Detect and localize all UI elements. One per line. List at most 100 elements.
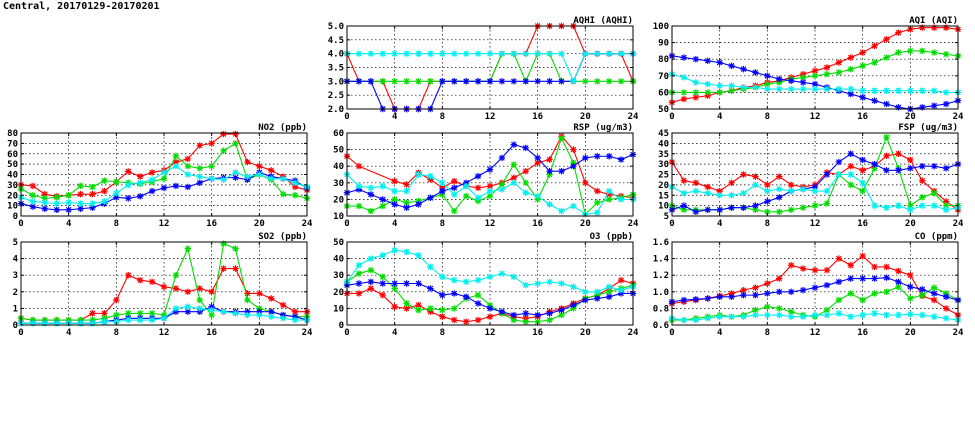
data-point bbox=[486, 78, 494, 85]
data-point bbox=[244, 173, 251, 180]
data-point bbox=[367, 50, 375, 57]
data-point bbox=[29, 198, 37, 205]
data-point bbox=[799, 70, 807, 78]
data-point bbox=[367, 255, 375, 262]
data-point bbox=[244, 308, 251, 315]
data-point bbox=[942, 51, 950, 58]
data-point bbox=[787, 262, 795, 269]
data-point bbox=[942, 202, 950, 209]
data-point bbox=[823, 70, 831, 78]
data-point bbox=[136, 276, 144, 284]
data-point bbox=[728, 87, 735, 94]
data-point bbox=[835, 296, 843, 304]
data-point bbox=[415, 171, 422, 178]
data-point bbox=[811, 85, 819, 93]
data-point bbox=[172, 305, 180, 312]
data-point bbox=[883, 288, 890, 295]
data-point bbox=[244, 158, 251, 166]
data-point bbox=[113, 194, 120, 201]
data-point bbox=[220, 240, 227, 247]
data-point bbox=[451, 290, 458, 297]
data-point bbox=[859, 94, 866, 101]
data-point bbox=[498, 270, 506, 277]
data-point bbox=[403, 50, 410, 57]
x-tick-label: 8 bbox=[765, 328, 770, 338]
data-point bbox=[379, 202, 386, 210]
data-point bbox=[451, 78, 458, 85]
data-point bbox=[268, 167, 275, 174]
data-point bbox=[148, 176, 156, 183]
data-point bbox=[787, 77, 795, 84]
data-point bbox=[172, 163, 180, 170]
x-tick-label: 0 bbox=[18, 219, 23, 229]
data-point bbox=[391, 247, 398, 254]
x-tick-label: 8 bbox=[765, 219, 770, 229]
data-point bbox=[835, 59, 843, 66]
x-tick-label: 24 bbox=[302, 219, 313, 229]
data-point bbox=[160, 184, 168, 192]
data-point bbox=[403, 305, 410, 312]
y-tick-label: 45 bbox=[658, 129, 669, 139]
data-point bbox=[871, 310, 878, 317]
data-point bbox=[799, 74, 807, 81]
data-point bbox=[811, 187, 819, 195]
data-point bbox=[776, 311, 783, 319]
data-point bbox=[617, 78, 625, 85]
data-point bbox=[764, 181, 771, 189]
data-point bbox=[692, 179, 700, 186]
data-point bbox=[462, 192, 470, 200]
data-point bbox=[871, 87, 878, 94]
data-point bbox=[89, 191, 96, 198]
data-point bbox=[65, 316, 72, 324]
data-point bbox=[594, 291, 601, 299]
data-point bbox=[811, 267, 819, 274]
data-point bbox=[907, 295, 914, 302]
data-point bbox=[403, 248, 410, 256]
data-point bbox=[220, 176, 227, 183]
data-point bbox=[605, 78, 613, 85]
data-point bbox=[77, 320, 84, 327]
data-point bbox=[474, 316, 482, 324]
data-point bbox=[113, 178, 120, 185]
data-point bbox=[53, 200, 60, 207]
data-point bbox=[196, 173, 203, 180]
y-tick-label: 0.6 bbox=[653, 321, 669, 331]
data-point bbox=[355, 182, 363, 190]
series-green bbox=[668, 47, 962, 96]
x-tick-label: 24 bbox=[302, 328, 313, 338]
data-point bbox=[823, 64, 831, 71]
data-point bbox=[451, 316, 458, 324]
data-point bbox=[244, 296, 251, 304]
data-point bbox=[919, 177, 926, 184]
data-point bbox=[835, 278, 843, 286]
data-point bbox=[498, 308, 506, 315]
data-point bbox=[859, 296, 866, 304]
data-point bbox=[883, 36, 890, 43]
x-tick-label: 12 bbox=[810, 219, 821, 229]
data-point bbox=[776, 173, 783, 180]
data-point bbox=[65, 192, 72, 199]
y-tick-label: 80 bbox=[658, 55, 669, 65]
data-point bbox=[101, 177, 108, 184]
data-point bbox=[692, 89, 700, 96]
data-point bbox=[859, 252, 866, 260]
y-tick-label: 1.0 bbox=[653, 288, 669, 298]
y-tick-label: 30 bbox=[333, 271, 344, 281]
data-point bbox=[847, 262, 854, 269]
data-point bbox=[232, 130, 239, 138]
y-tick-label: 35 bbox=[658, 150, 669, 160]
data-point bbox=[895, 311, 902, 319]
data-point bbox=[439, 179, 446, 186]
data-point bbox=[415, 78, 422, 85]
data-point bbox=[728, 290, 735, 297]
data-point bbox=[582, 154, 589, 162]
data-point bbox=[871, 160, 878, 168]
x-tick-label: 24 bbox=[628, 112, 639, 122]
data-point bbox=[740, 291, 747, 299]
data-point bbox=[787, 288, 795, 295]
x-tick-label: 8 bbox=[440, 328, 445, 338]
data-point bbox=[605, 153, 613, 160]
data-point bbox=[594, 288, 601, 295]
data-point bbox=[403, 204, 410, 211]
